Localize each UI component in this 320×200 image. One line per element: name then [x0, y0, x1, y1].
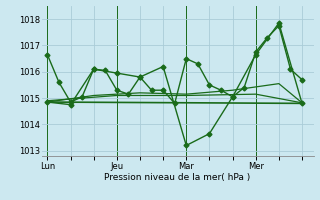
X-axis label: Pression niveau de la mer( hPa ): Pression niveau de la mer( hPa ): [104, 173, 251, 182]
